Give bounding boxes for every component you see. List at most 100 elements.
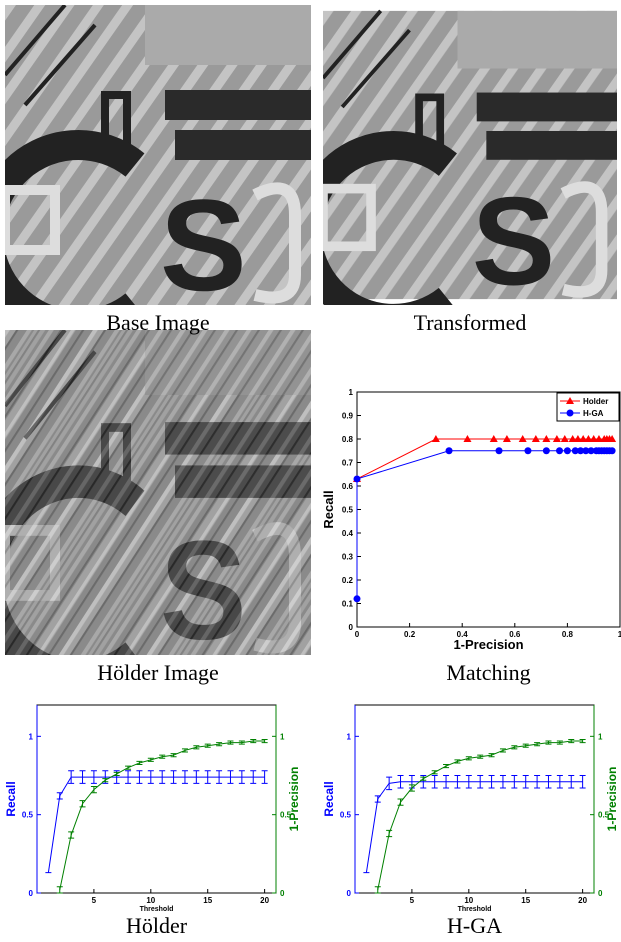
x-tick-label: 10 bbox=[464, 896, 473, 905]
error-bar bbox=[454, 775, 461, 789]
marker bbox=[431, 435, 440, 442]
error-bar bbox=[193, 745, 200, 750]
error-bar bbox=[102, 778, 109, 783]
y-tick-label: 0.4 bbox=[342, 529, 354, 538]
legend-box bbox=[556, 392, 620, 422]
y2-tick-label: 1 bbox=[598, 732, 603, 741]
error-bar bbox=[204, 743, 211, 748]
y-tick-label: 0.7 bbox=[342, 459, 354, 468]
plot-frame bbox=[354, 704, 595, 894]
chart-caption: Hölder bbox=[126, 913, 188, 938]
marker bbox=[542, 435, 551, 442]
y-tick-label: 0.3 bbox=[342, 553, 354, 562]
marker bbox=[568, 435, 577, 442]
error-bar bbox=[511, 745, 518, 750]
error-bar bbox=[250, 770, 257, 784]
error-bar bbox=[374, 795, 381, 803]
error-bar bbox=[90, 785, 97, 794]
x-tick-label: 0 bbox=[355, 630, 360, 639]
error-bar bbox=[556, 775, 563, 789]
error-bar bbox=[125, 770, 132, 784]
x-tick-label: 10 bbox=[146, 896, 155, 905]
y2-tick-label: 0 bbox=[598, 889, 603, 898]
marker bbox=[463, 435, 472, 442]
error-bar bbox=[79, 800, 86, 808]
error-bar bbox=[261, 738, 268, 744]
y-axis-label: Recall bbox=[4, 781, 18, 816]
series-line bbox=[365, 781, 583, 873]
y2-tick-label: 0.5 bbox=[598, 811, 610, 820]
error-bar bbox=[397, 798, 404, 806]
y-axis-label: Recall bbox=[321, 490, 336, 528]
series-line bbox=[356, 450, 613, 599]
marker bbox=[518, 435, 527, 442]
marker bbox=[571, 447, 579, 455]
error-bar bbox=[534, 742, 541, 747]
error-bar bbox=[227, 770, 234, 784]
error-bar bbox=[443, 775, 450, 789]
image-caption: Transformed bbox=[414, 310, 527, 335]
marker bbox=[560, 435, 569, 442]
error-bar bbox=[465, 756, 472, 761]
x-axis-label: Threshold bbox=[140, 906, 174, 913]
error-bar bbox=[431, 770, 438, 775]
x-tick-label: 20 bbox=[260, 896, 269, 905]
error-bar bbox=[386, 829, 393, 838]
error-bar bbox=[374, 886, 381, 894]
marker bbox=[582, 447, 590, 455]
marker bbox=[531, 435, 540, 442]
transformed-image bbox=[307, 11, 617, 318]
error-bar bbox=[181, 748, 188, 753]
y-tick-label: 0 bbox=[349, 623, 354, 632]
error-bar bbox=[579, 738, 586, 744]
marker bbox=[579, 435, 588, 442]
y-tick-label: 0 bbox=[347, 889, 352, 898]
y-tick-label: 0 bbox=[29, 889, 34, 898]
error-bar bbox=[147, 770, 154, 784]
error-bar bbox=[261, 770, 268, 784]
legend-marker bbox=[566, 409, 574, 417]
x-tick-label: 20 bbox=[578, 896, 587, 905]
marker bbox=[584, 435, 593, 442]
marker bbox=[608, 435, 617, 442]
marker bbox=[552, 435, 561, 442]
marker bbox=[445, 447, 453, 455]
plot-frame bbox=[356, 391, 621, 628]
error-bar bbox=[568, 738, 575, 744]
y-tick-label: 0.5 bbox=[22, 811, 34, 820]
legend-label: Holder bbox=[583, 397, 608, 406]
error-bar bbox=[477, 775, 484, 789]
x-tick-label: 0.4 bbox=[457, 630, 469, 639]
error-bar bbox=[193, 770, 200, 784]
y2-axis-label: 1-Precision bbox=[287, 767, 301, 832]
x-tick-label: 5 bbox=[92, 896, 97, 905]
error-bar bbox=[90, 770, 97, 784]
error-bar bbox=[522, 743, 529, 748]
error-bar bbox=[136, 770, 143, 784]
error-bar bbox=[250, 738, 257, 744]
chart-caption: Matching bbox=[446, 660, 530, 685]
y2-tick-label: 0 bbox=[280, 889, 285, 898]
chart-caption: H-GA bbox=[447, 913, 502, 938]
marker bbox=[594, 435, 603, 442]
base-image bbox=[0, 5, 311, 325]
error-bar bbox=[579, 775, 586, 789]
x-tick-label: 5 bbox=[410, 896, 415, 905]
marker bbox=[589, 435, 598, 442]
y-tick-label: 0.6 bbox=[342, 482, 354, 491]
marker bbox=[353, 475, 361, 483]
error-bar bbox=[568, 775, 575, 789]
error-bar bbox=[488, 775, 495, 789]
error-bar bbox=[465, 775, 472, 789]
x-tick-label: 1 bbox=[618, 630, 621, 639]
series-line bbox=[47, 776, 265, 873]
x-tick-label: 15 bbox=[203, 896, 212, 905]
y-tick-label: 1 bbox=[347, 732, 352, 741]
y-tick-label: 0.1 bbox=[342, 600, 354, 609]
y-tick-label: 1 bbox=[349, 388, 354, 397]
marker bbox=[502, 435, 511, 442]
error-bar bbox=[216, 742, 223, 747]
error-bar bbox=[68, 770, 75, 784]
marker bbox=[608, 447, 616, 455]
